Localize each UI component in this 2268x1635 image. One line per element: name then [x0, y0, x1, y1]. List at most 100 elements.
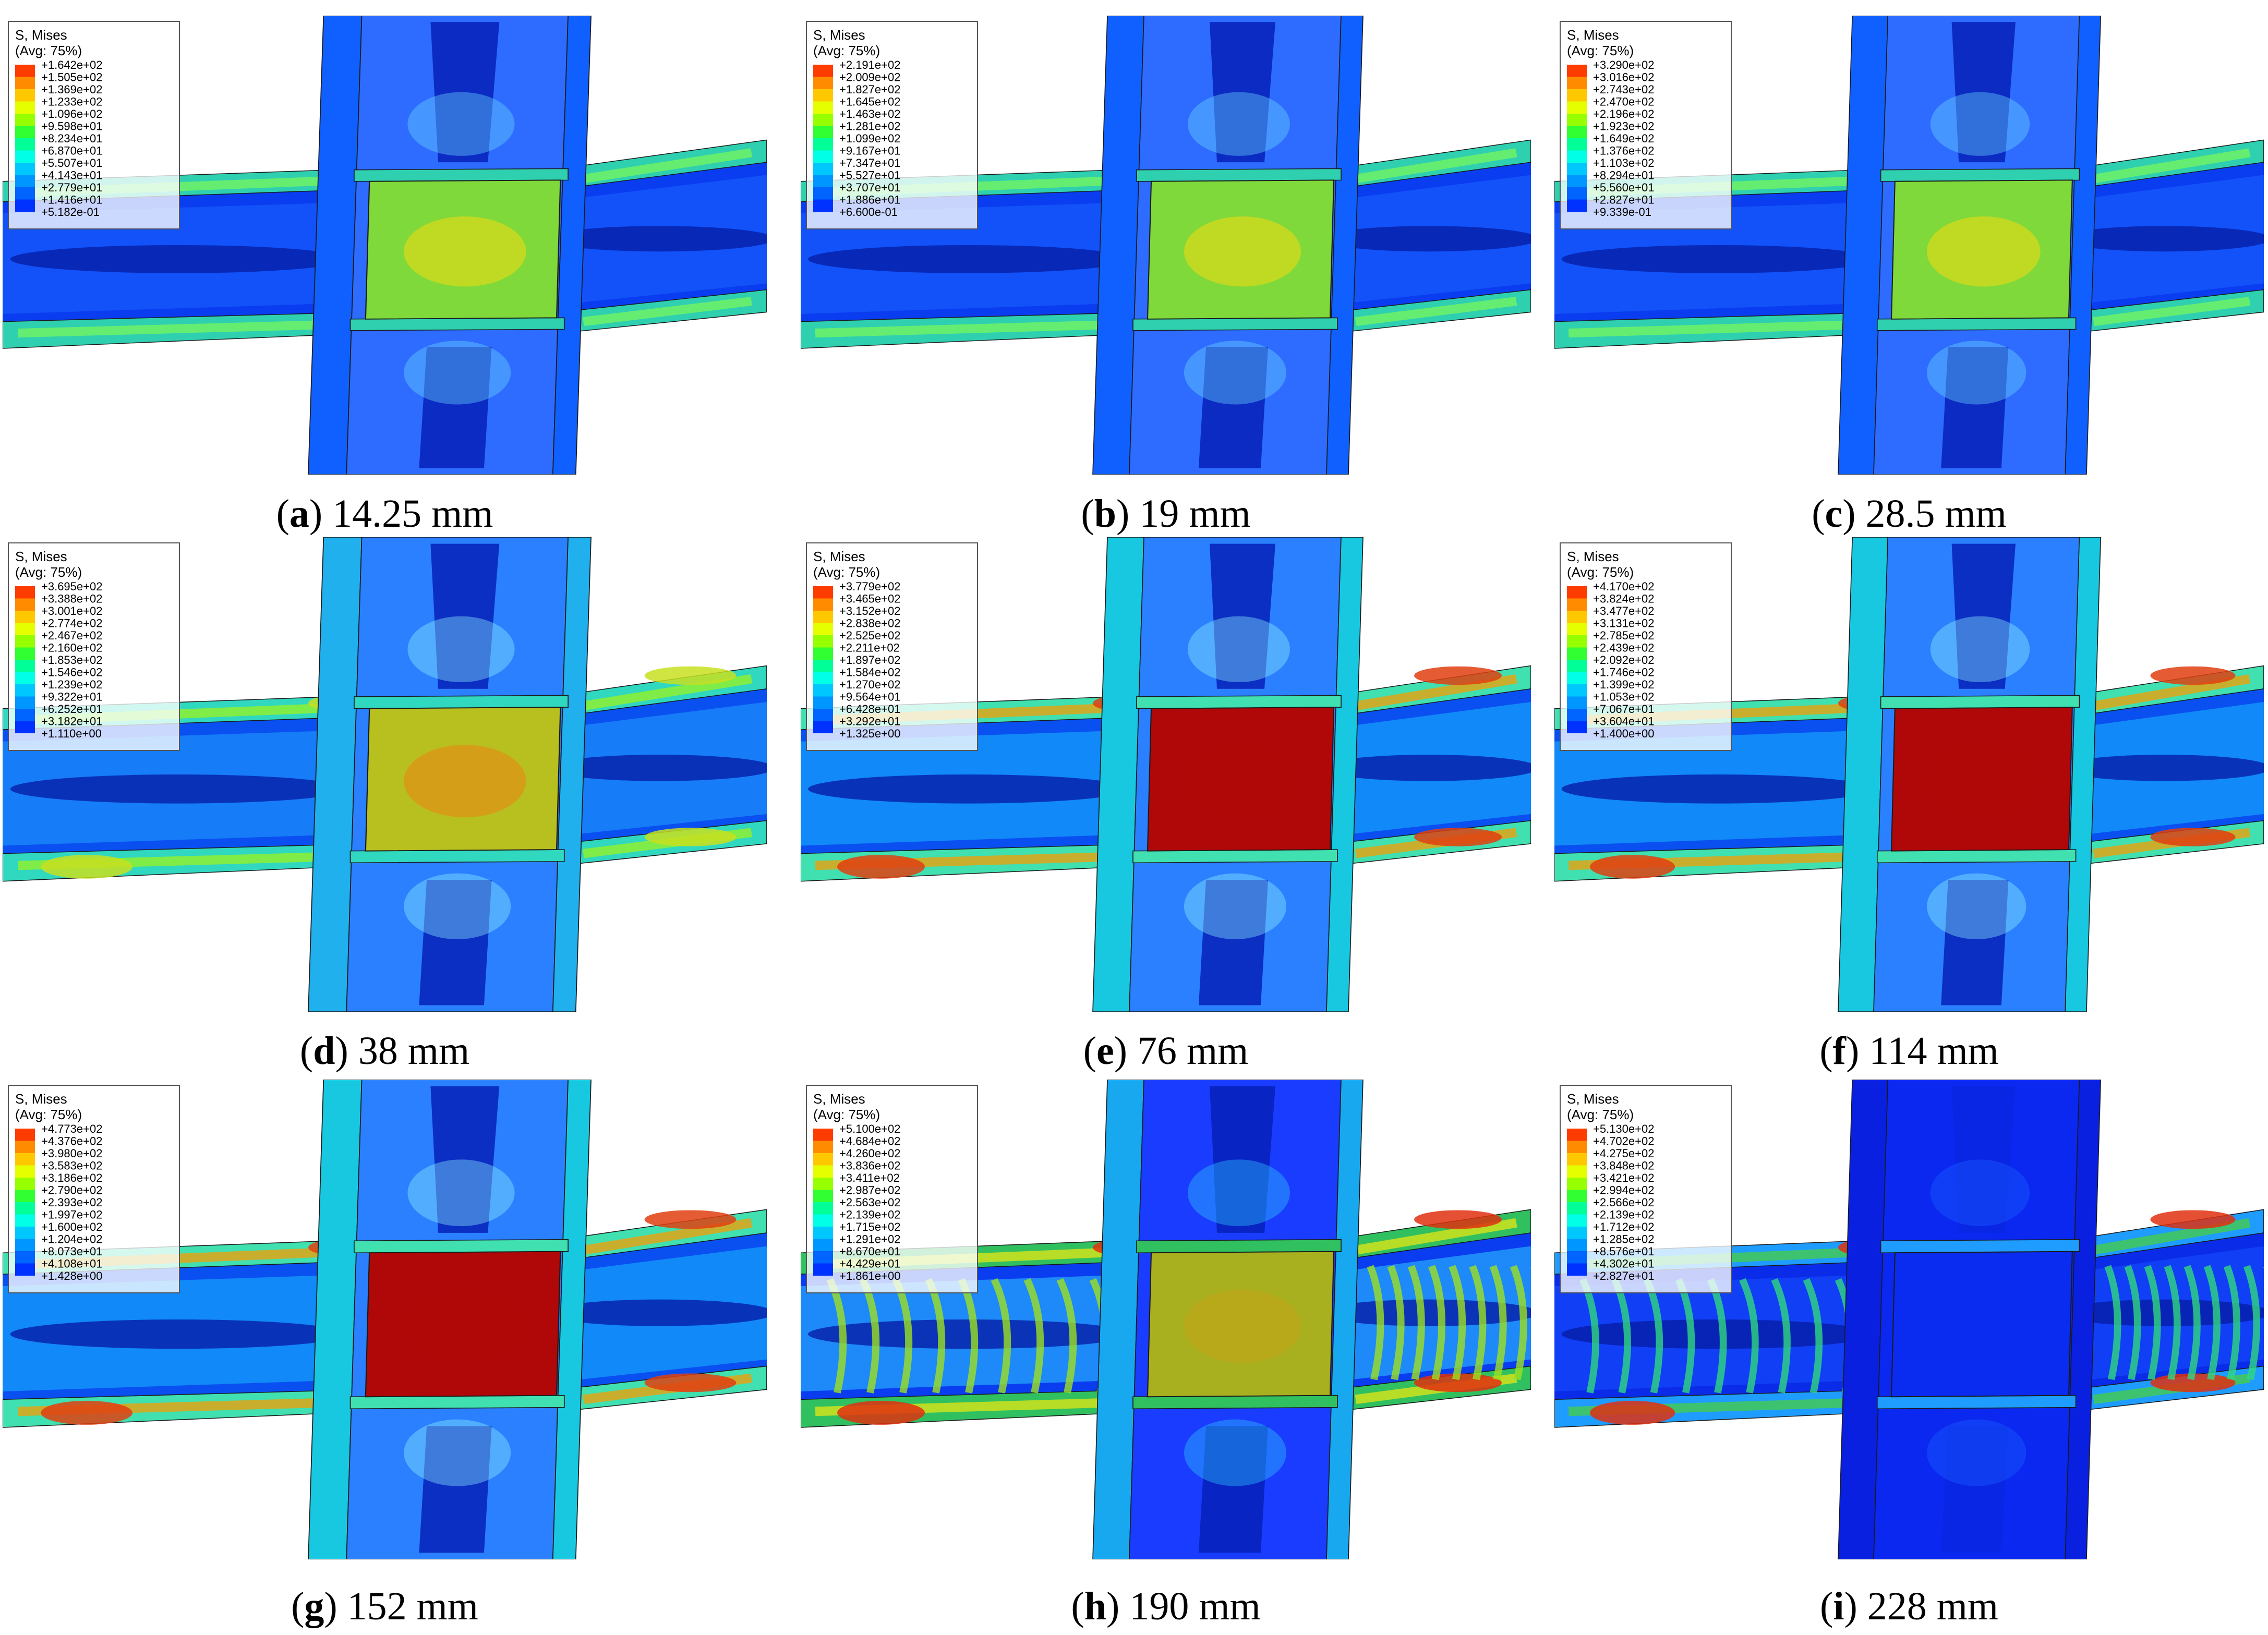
legend-swatch [813, 163, 833, 175]
legend-value: +1.861e+00 [839, 1269, 900, 1282]
legend-swatch [813, 721, 833, 733]
legend-value: +1.099e+02 [839, 132, 900, 145]
legend-swatch [15, 1141, 35, 1153]
legend-swatch [15, 1178, 35, 1190]
beam [801, 1209, 1531, 1428]
legend-swatch [15, 660, 35, 672]
legend-swatch [813, 660, 833, 672]
legend-value: +2.139e+02 [839, 1208, 900, 1221]
beam [1554, 665, 2264, 882]
panel-caption-e: (e) 76 mm [1083, 1029, 1249, 1073]
continuity-plate-top [354, 695, 569, 709]
legend-swatch [813, 1141, 833, 1153]
legend-swatch [1567, 1239, 1587, 1251]
panel-letter: d [313, 1029, 335, 1073]
column [1092, 16, 1364, 475]
legend-swatch [813, 114, 833, 126]
continuity-plate-bottom [1876, 849, 2077, 864]
legend-value: +2.196e+02 [1593, 107, 1654, 120]
legend-value: +3.290e+02 [1593, 58, 1654, 71]
column [1838, 1080, 2102, 1559]
legend-value: +2.439e+02 [1593, 641, 1654, 655]
legend-swatch [1567, 101, 1587, 114]
legend-swatch [1567, 1214, 1587, 1227]
legend-value: +1.886e+01 [839, 193, 900, 207]
legend-swatch [15, 175, 35, 187]
legend-swatch [1567, 623, 1587, 635]
legend-title: S, Mises [15, 549, 67, 564]
beam [3, 1209, 767, 1428]
legend-value: +8.073e+01 [41, 1245, 102, 1258]
legend-swatch [1567, 721, 1587, 733]
legend-swatch [1567, 114, 1587, 126]
legend-value: +2.009e+02 [839, 71, 900, 84]
panel-caption-f: (f) 114 mm [1819, 1029, 1999, 1073]
legend-i: S, Mises(Avg: 75%)+5.130e+02+4.702e+02+4… [1560, 1085, 1732, 1293]
legend-d: S, Mises(Avg: 75%)+3.695e+02+3.388e+02+3… [8, 542, 180, 751]
column-flange-left [308, 537, 363, 1012]
legend-subtitle: (Avg: 75%) [15, 1107, 82, 1122]
contour-panel-g [3, 1080, 767, 1559]
legend-swatch [813, 696, 833, 709]
legend-value: +3.707e+01 [839, 181, 900, 194]
legend-value: +4.429e+01 [839, 1257, 900, 1270]
legend-value: +1.997e+02 [41, 1208, 102, 1221]
legend-value: +6.252e+01 [41, 703, 102, 716]
panel-caption-g: (g) 152 mm [291, 1584, 478, 1628]
legend-value: +2.987e+02 [839, 1184, 900, 1197]
legend-swatch [1567, 611, 1587, 623]
legend-value: +4.702e+02 [1593, 1135, 1654, 1148]
contour-panel-d [3, 537, 767, 1012]
legend-value: +3.604e+01 [1593, 715, 1654, 728]
legend-g: S, Mises(Avg: 75%)+4.773e+02+4.376e+02+3… [8, 1085, 180, 1293]
legend-value: +1.923e+02 [1593, 120, 1654, 133]
legend-value: +3.131e+02 [1593, 617, 1654, 630]
legend-value: +1.053e+02 [1593, 691, 1654, 704]
legend-value: +1.204e+02 [41, 1233, 102, 1246]
legend-swatch [15, 1129, 35, 1141]
legend-swatch [1567, 1190, 1587, 1202]
legend-value: +3.848e+02 [1593, 1159, 1654, 1172]
continuity-plate-bottom [1132, 849, 1338, 864]
legend-value: +6.600e-01 [839, 205, 898, 219]
legend-value: +4.170e+02 [1593, 580, 1654, 593]
legend-value: +8.294e+01 [1593, 169, 1654, 182]
legend-value: +7.347e+01 [839, 156, 900, 169]
legend-swatch [813, 1153, 833, 1166]
legend-swatch [813, 672, 833, 684]
legend-value: +9.167e+01 [839, 144, 900, 158]
column-flange-left [1838, 1080, 1889, 1559]
legend-swatch [813, 126, 833, 138]
legend-swatch [15, 89, 35, 102]
legend-title: S, Mises [813, 549, 865, 564]
legend-swatch [813, 586, 833, 599]
legend-value: +8.576e+01 [1593, 1245, 1654, 1258]
legend-swatch [1567, 89, 1587, 102]
legend-subtitle: (Avg: 75%) [1567, 564, 1634, 580]
legend-swatch [15, 1190, 35, 1202]
legend-value: +9.564e+01 [839, 691, 900, 704]
legend-value: +6.428e+01 [839, 703, 900, 716]
contour-panel-i [1554, 1080, 2264, 1559]
legend-swatch [15, 721, 35, 733]
legend-swatch [15, 598, 35, 611]
legend-swatch [813, 101, 833, 114]
panel-caption-i: (i) 228 mm [1820, 1584, 1998, 1628]
legend-swatch [15, 635, 35, 648]
column-flange-left [308, 16, 363, 475]
legend-value: +3.292e+01 [839, 715, 900, 728]
legend-value: +2.566e+02 [1593, 1196, 1654, 1209]
panel-letter: b [1094, 492, 1117, 536]
legend-swatch [15, 1165, 35, 1178]
legend-swatch [813, 709, 833, 721]
legend-value: +1.400e+00 [1593, 727, 1654, 740]
legend-swatch [1567, 1129, 1587, 1141]
legend-value: +2.838e+02 [839, 617, 900, 630]
beam [1554, 1209, 2264, 1428]
legend-swatch [15, 1153, 35, 1166]
legend-value: +4.260e+02 [839, 1147, 900, 1160]
column-flange-left [1838, 16, 1889, 475]
legend-swatch [813, 65, 833, 77]
contour-panel-a [3, 16, 767, 475]
legend-swatch [1567, 65, 1587, 77]
